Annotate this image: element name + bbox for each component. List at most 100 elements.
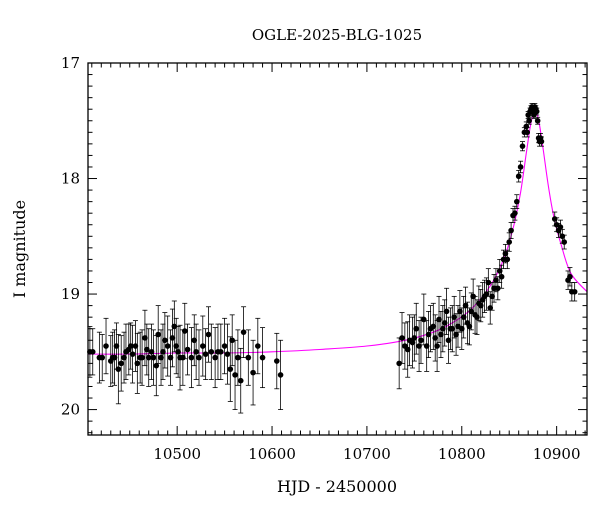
data-point [538,136,545,147]
data-marker [103,343,109,349]
data-point [533,107,540,116]
data-point [158,329,164,386]
data-marker [567,273,573,280]
data-marker [425,331,432,338]
data-marker [534,117,541,124]
data-marker [508,227,514,234]
x-tick-label: 10500 [153,445,201,463]
data-marker [495,285,501,292]
data-marker [399,335,405,341]
data-point [205,306,212,363]
data-point [460,295,467,339]
data-marker [127,343,134,349]
data-marker [474,314,480,320]
data-marker [229,337,235,344]
data-points-layer [87,103,578,414]
data-marker [477,302,484,309]
data-point [89,328,96,376]
data-point [404,321,411,378]
data-point [472,295,478,334]
data-point [193,323,199,380]
data-point [134,332,141,394]
data-point [99,334,106,382]
data-marker [227,366,234,372]
data-point [519,141,526,152]
data-point [526,116,532,125]
data-marker [221,343,228,349]
data-point [121,331,127,384]
data-point [173,317,180,375]
axis-ticks: 10500 10600 10700 10800 10900 17 18 19 20 [61,54,587,463]
data-point [169,308,176,368]
data-marker [524,129,531,136]
data-marker [423,343,430,349]
data-point [250,339,256,406]
data-point [430,302,437,350]
data-marker [175,349,181,355]
data-marker [458,325,465,332]
data-point [113,322,120,370]
data-marker [259,354,266,361]
data-marker [205,331,212,338]
data-marker [457,308,463,315]
data-point [277,339,284,410]
data-marker [181,328,188,334]
data-marker [430,323,437,330]
data-point [103,317,109,375]
data-point [468,292,475,331]
data-marker [517,164,524,170]
data-marker [193,349,199,355]
data-point [188,327,195,389]
data-point [571,282,578,302]
data-marker [184,346,191,353]
y-tick-label: 19 [61,285,80,303]
data-point [150,329,157,386]
data-point [160,323,166,380]
data-point [449,305,456,353]
data-point [111,329,118,386]
data-marker [519,143,526,149]
data-point [413,302,420,355]
model-curve [87,110,588,355]
data-marker [148,349,155,355]
data-marker [449,325,456,332]
chart-title: OGLE-2025-BLG-1025 [252,26,422,44]
data-marker [557,224,564,230]
data-point [227,336,234,402]
data-marker [208,349,215,355]
data-point [232,339,238,410]
x-tick-label: 10600 [248,445,296,463]
data-point [524,127,531,138]
data-marker [164,343,171,349]
data-marker [142,335,148,341]
data-marker [250,369,256,376]
data-marker [232,372,238,378]
data-marker [451,314,457,320]
data-marker [538,138,545,145]
data-point [402,322,408,370]
data-marker [196,354,202,361]
data-marker [440,325,446,332]
data-point [240,306,247,358]
data-marker [113,343,120,349]
data-marker [144,346,150,353]
data-point [162,312,168,369]
data-marker [504,256,511,263]
data-marker [496,268,503,274]
data-point [180,329,186,386]
data-marker [533,108,540,115]
data-point [474,299,480,335]
data-point [517,160,524,174]
data-point [432,314,439,362]
data-marker [240,329,247,335]
y-tick-label: 18 [61,170,80,188]
data-marker [111,354,118,361]
data-marker [99,354,106,361]
data-point [399,312,405,364]
data-marker [212,354,218,361]
data-point [221,317,228,375]
data-point [181,302,188,360]
data-marker [145,354,152,361]
data-marker [460,314,467,320]
data-marker [171,323,178,330]
